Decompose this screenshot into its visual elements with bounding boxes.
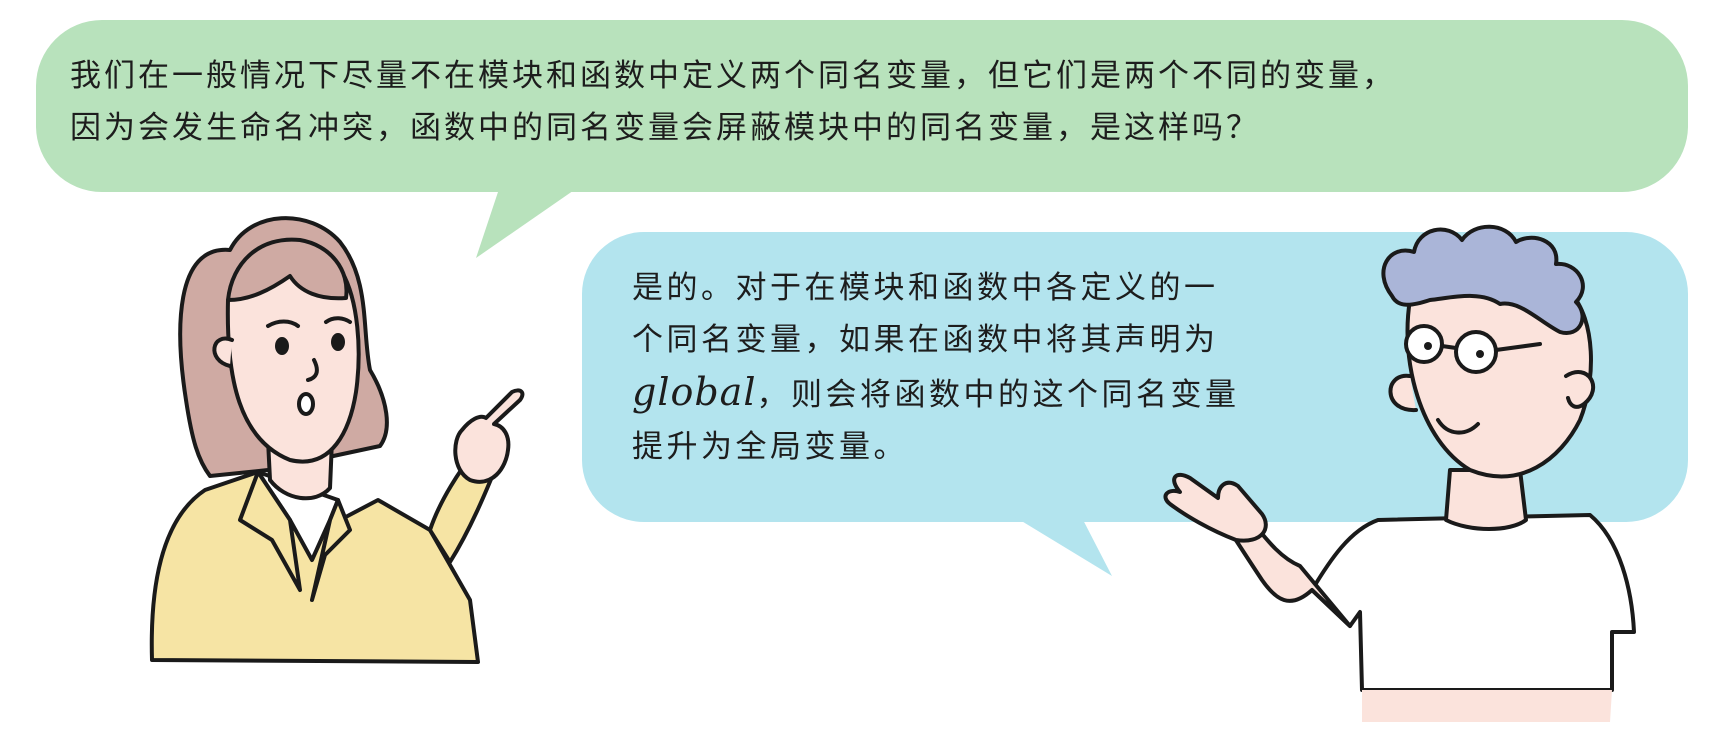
answer-line-3-rest: ，则会将函数中的这个同名变量 bbox=[756, 377, 1240, 413]
global-keyword: global bbox=[632, 370, 757, 414]
answer-line-3: global，则会将函数中的这个同名变量 bbox=[632, 366, 1240, 421]
question-line-1: 我们在一般情况下尽量不在模块和函数中定义两个同名变量，但它们是两个不同的变量， bbox=[70, 58, 1396, 94]
man-gesturing-icon bbox=[1163, 224, 1636, 722]
question-line-2: 因为会发生命名冲突，函数中的同名变量会屏蔽模块中的同名变量，是这样吗？ bbox=[70, 110, 1260, 146]
question-text: 我们在一般情况下尽量不在模块和函数中定义两个同名变量，但它们是两个不同的变量， … bbox=[70, 50, 1396, 154]
answer-text: 是的。对于在模块和函数中各定义的一 个同名变量，如果在函数中将其声明为 glob… bbox=[632, 262, 1240, 473]
woman-pointing-icon bbox=[149, 216, 525, 664]
answer-line-4: 提升为全局变量。 bbox=[632, 429, 908, 465]
answer-line-2: 个同名变量，如果在函数中将其声明为 bbox=[632, 322, 1219, 358]
answer-line-1: 是的。对于在模块和函数中各定义的一 bbox=[632, 270, 1219, 306]
question-bubble bbox=[36, 20, 1688, 258]
